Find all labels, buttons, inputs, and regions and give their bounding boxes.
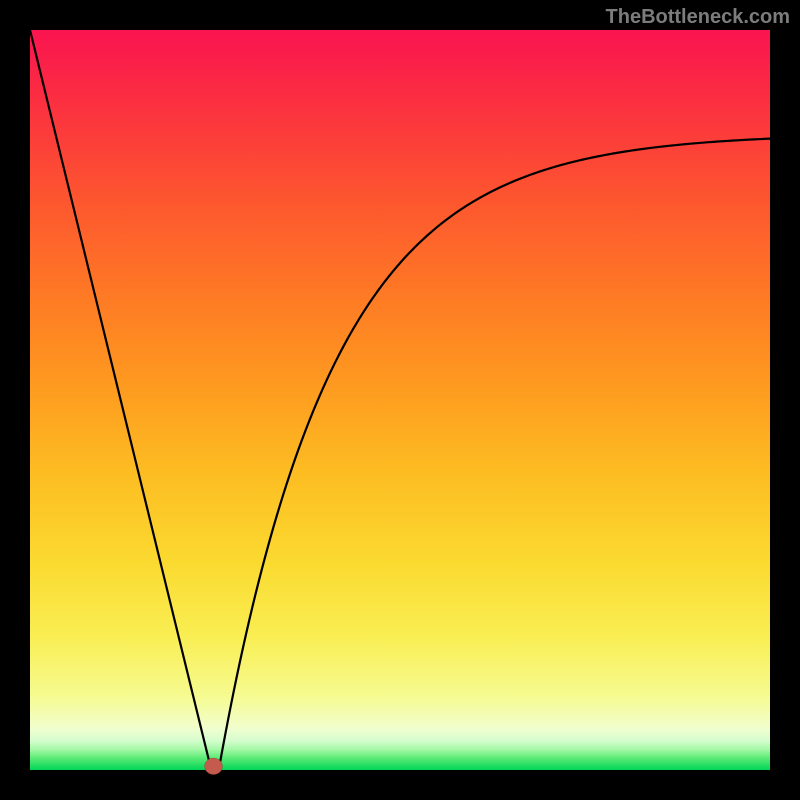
plot-background: [30, 30, 770, 770]
chart-container: TheBottleneck.com: [0, 0, 800, 800]
bottleneck-chart: [0, 0, 800, 800]
watermark-text: TheBottleneck.com: [606, 6, 790, 29]
bottleneck-marker: [205, 758, 223, 774]
